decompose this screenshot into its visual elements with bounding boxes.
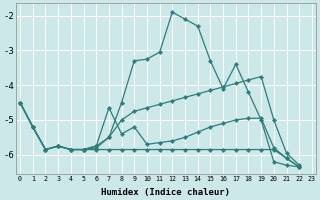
X-axis label: Humidex (Indice chaleur): Humidex (Indice chaleur) xyxy=(101,188,230,197)
